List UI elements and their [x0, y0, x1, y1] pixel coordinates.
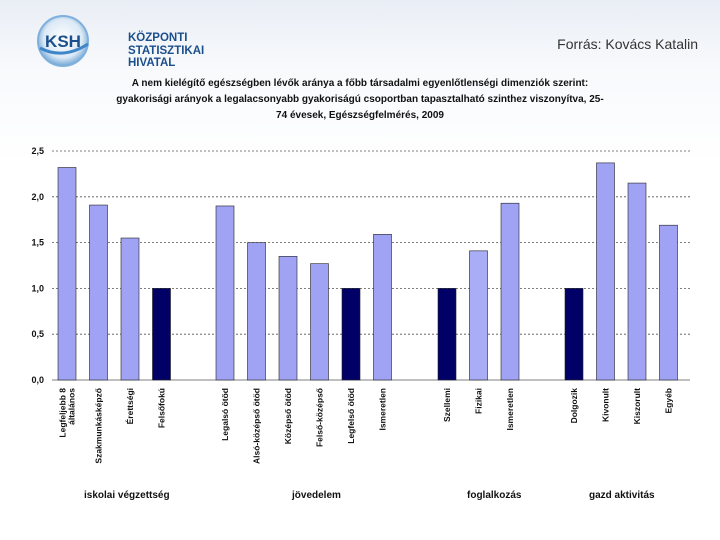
bar: [89, 204, 108, 381]
group-label-education: iskolai végzettség: [84, 490, 170, 501]
x-tick-label: Dolgozik: [569, 388, 579, 424]
source-text: Forrás: Kovács Katalin: [557, 36, 698, 52]
bar: [500, 202, 520, 381]
y-tick-label: 2,0: [31, 192, 44, 202]
x-tick-label: Legfelső ötöd: [346, 388, 356, 444]
chart-title: A nem kielégítő egészségben lévők aránya…: [116, 78, 604, 121]
group-label-income: jövedelem: [292, 490, 341, 501]
logo-name: KÖZPONTI STATISZTIKAI HIVATAL: [128, 32, 205, 69]
bar: [278, 256, 298, 381]
x-tick-label: Felső-középső: [315, 388, 325, 447]
bar: [57, 167, 77, 381]
bar: [627, 182, 647, 381]
x-tick-label: általános: [67, 388, 77, 425]
bar: [469, 250, 488, 381]
bar: [659, 224, 678, 381]
x-tick-label: Felsőfokú: [157, 388, 167, 428]
y-tick-label: 1,5: [31, 238, 44, 248]
x-tick-label: Szakmunkásképző: [94, 388, 104, 464]
bar: [564, 288, 584, 381]
x-tick-label: Ismeretlen: [378, 388, 388, 431]
ksh-logo: KSH KÖZPONTI STATISZTIKAI HIVATAL: [32, 14, 204, 72]
bar: [247, 242, 266, 381]
bar: [120, 237, 140, 381]
bar: [152, 288, 171, 381]
y-tick-label: 0,5: [31, 329, 44, 339]
x-tick-label: Kiszorult: [632, 388, 642, 425]
x-tick-label: Érettségi: [125, 388, 135, 424]
x-tick-label: Középső ötöd: [283, 388, 293, 444]
y-tick-label: 1,0: [31, 283, 44, 293]
x-tick-label: Ismeretlen: [505, 388, 515, 431]
x-tick-label: Egyéb: [664, 388, 674, 414]
x-tick-label: Alsó-középső ötöd: [252, 388, 262, 464]
y-tick-label: 0,0: [31, 375, 44, 385]
bar: [596, 162, 615, 381]
bar: [341, 288, 361, 381]
group-label-occupation: foglalkozás: [467, 490, 522, 501]
group-label-economic-activity: gazd aktivitás: [589, 490, 655, 501]
bar: [215, 205, 235, 381]
x-tick-label: Kivonult: [601, 388, 611, 422]
ksh-logo-emblem: KSH: [37, 15, 89, 67]
logo-abbr: KSH: [45, 32, 81, 51]
x-tick-label: Legfeljebb 8: [58, 388, 68, 438]
bar: [437, 288, 457, 381]
bar: [373, 234, 392, 381]
x-tick-label: Fizikai: [474, 388, 484, 414]
x-tick-label: Legalsó ötöd: [220, 388, 230, 441]
y-tick-label: 2,5: [31, 146, 44, 156]
bar: [310, 263, 329, 381]
x-tick-label: Szellemi: [442, 388, 452, 422]
